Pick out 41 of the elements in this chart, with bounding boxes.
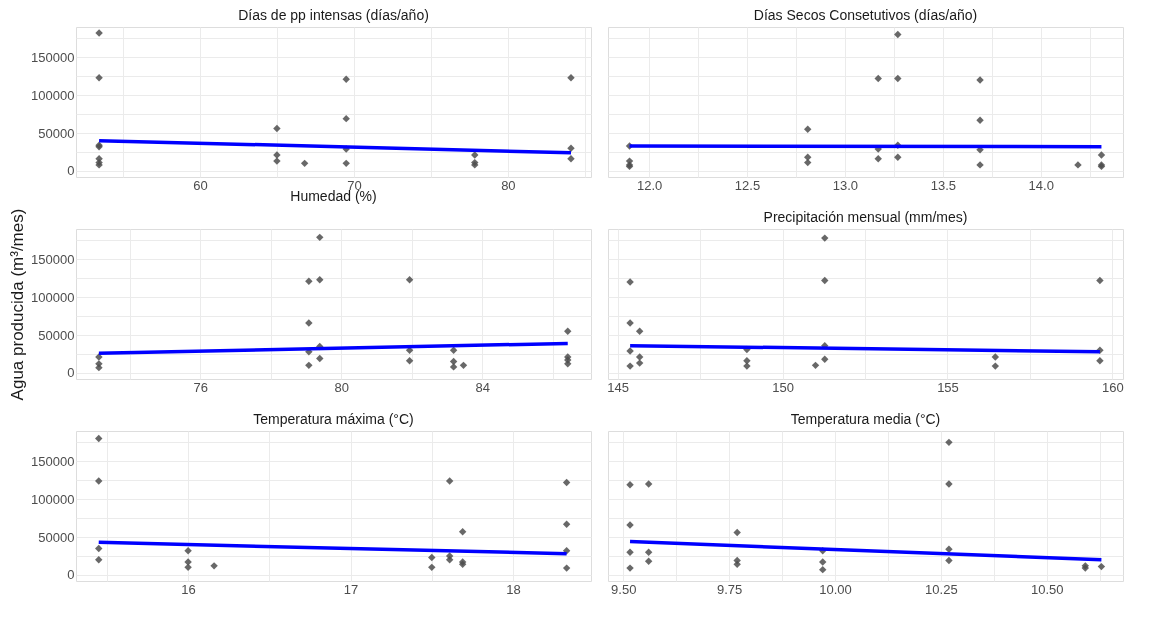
x-tick-label: 9.50 [611, 581, 637, 597]
y-axis-title: Agua producida (m³/mes) [8, 208, 28, 401]
chart-title: Temperatura máxima (°C) [253, 411, 414, 427]
x-tick-label: 80 [334, 379, 349, 395]
x-tick-label: 10.00 [819, 581, 852, 597]
x-tick-label: 60 [193, 177, 208, 193]
chart-title: Precipitación mensual (mm/mes) [763, 209, 968, 225]
x-tick-label: 17 [343, 581, 359, 597]
x-tick-label: 13.5 [930, 177, 956, 193]
y-tick-label: 100000 [31, 491, 75, 507]
y-tick-label: 50000 [38, 529, 75, 545]
x-tick-label: 13.0 [832, 177, 859, 193]
x-tick-label: 9.75 [716, 581, 743, 597]
y-tick-label: 0 [67, 567, 75, 583]
y-tick-label: 150000 [31, 49, 75, 65]
x-tick-label: 18 [506, 581, 521, 597]
chart-title: Humedad (%) [290, 188, 377, 205]
x-tick-label: 160 [1102, 379, 1124, 395]
x-tick-label: 80 [501, 177, 516, 193]
y-tick-label: 150000 [31, 251, 75, 267]
x-tick-label: 14.0 [1028, 177, 1054, 193]
chart-title: Días de pp intensas (días/año) [238, 7, 429, 23]
y-tick-label: 100000 [31, 87, 75, 103]
x-tick-label: 150 [772, 379, 794, 395]
x-tick-label: 12.0 [636, 177, 663, 193]
y-tick-label: 0 [67, 163, 75, 179]
x-tick-label: 155 [937, 379, 959, 395]
chart-title: Temperatura media (°C) [790, 411, 941, 427]
x-tick-label: 12.5 [734, 177, 761, 193]
y-tick-label: 50000 [38, 125, 75, 141]
y-tick-label: 100000 [31, 289, 75, 305]
x-tick-label: 10.50 [1030, 581, 1064, 597]
chart-title: Días Secos Consetutivos (días/año) [753, 7, 978, 23]
x-tick-label: 84 [475, 379, 490, 395]
x-tick-label: 145 [607, 379, 629, 395]
y-tick-label: 0 [67, 365, 75, 381]
x-tick-label: 76 [193, 379, 209, 395]
y-tick-label: 150000 [31, 453, 75, 469]
x-tick-label: 16 [181, 581, 196, 597]
y-tick-label: 50000 [38, 327, 75, 343]
x-tick-label: 10.25 [925, 581, 958, 597]
